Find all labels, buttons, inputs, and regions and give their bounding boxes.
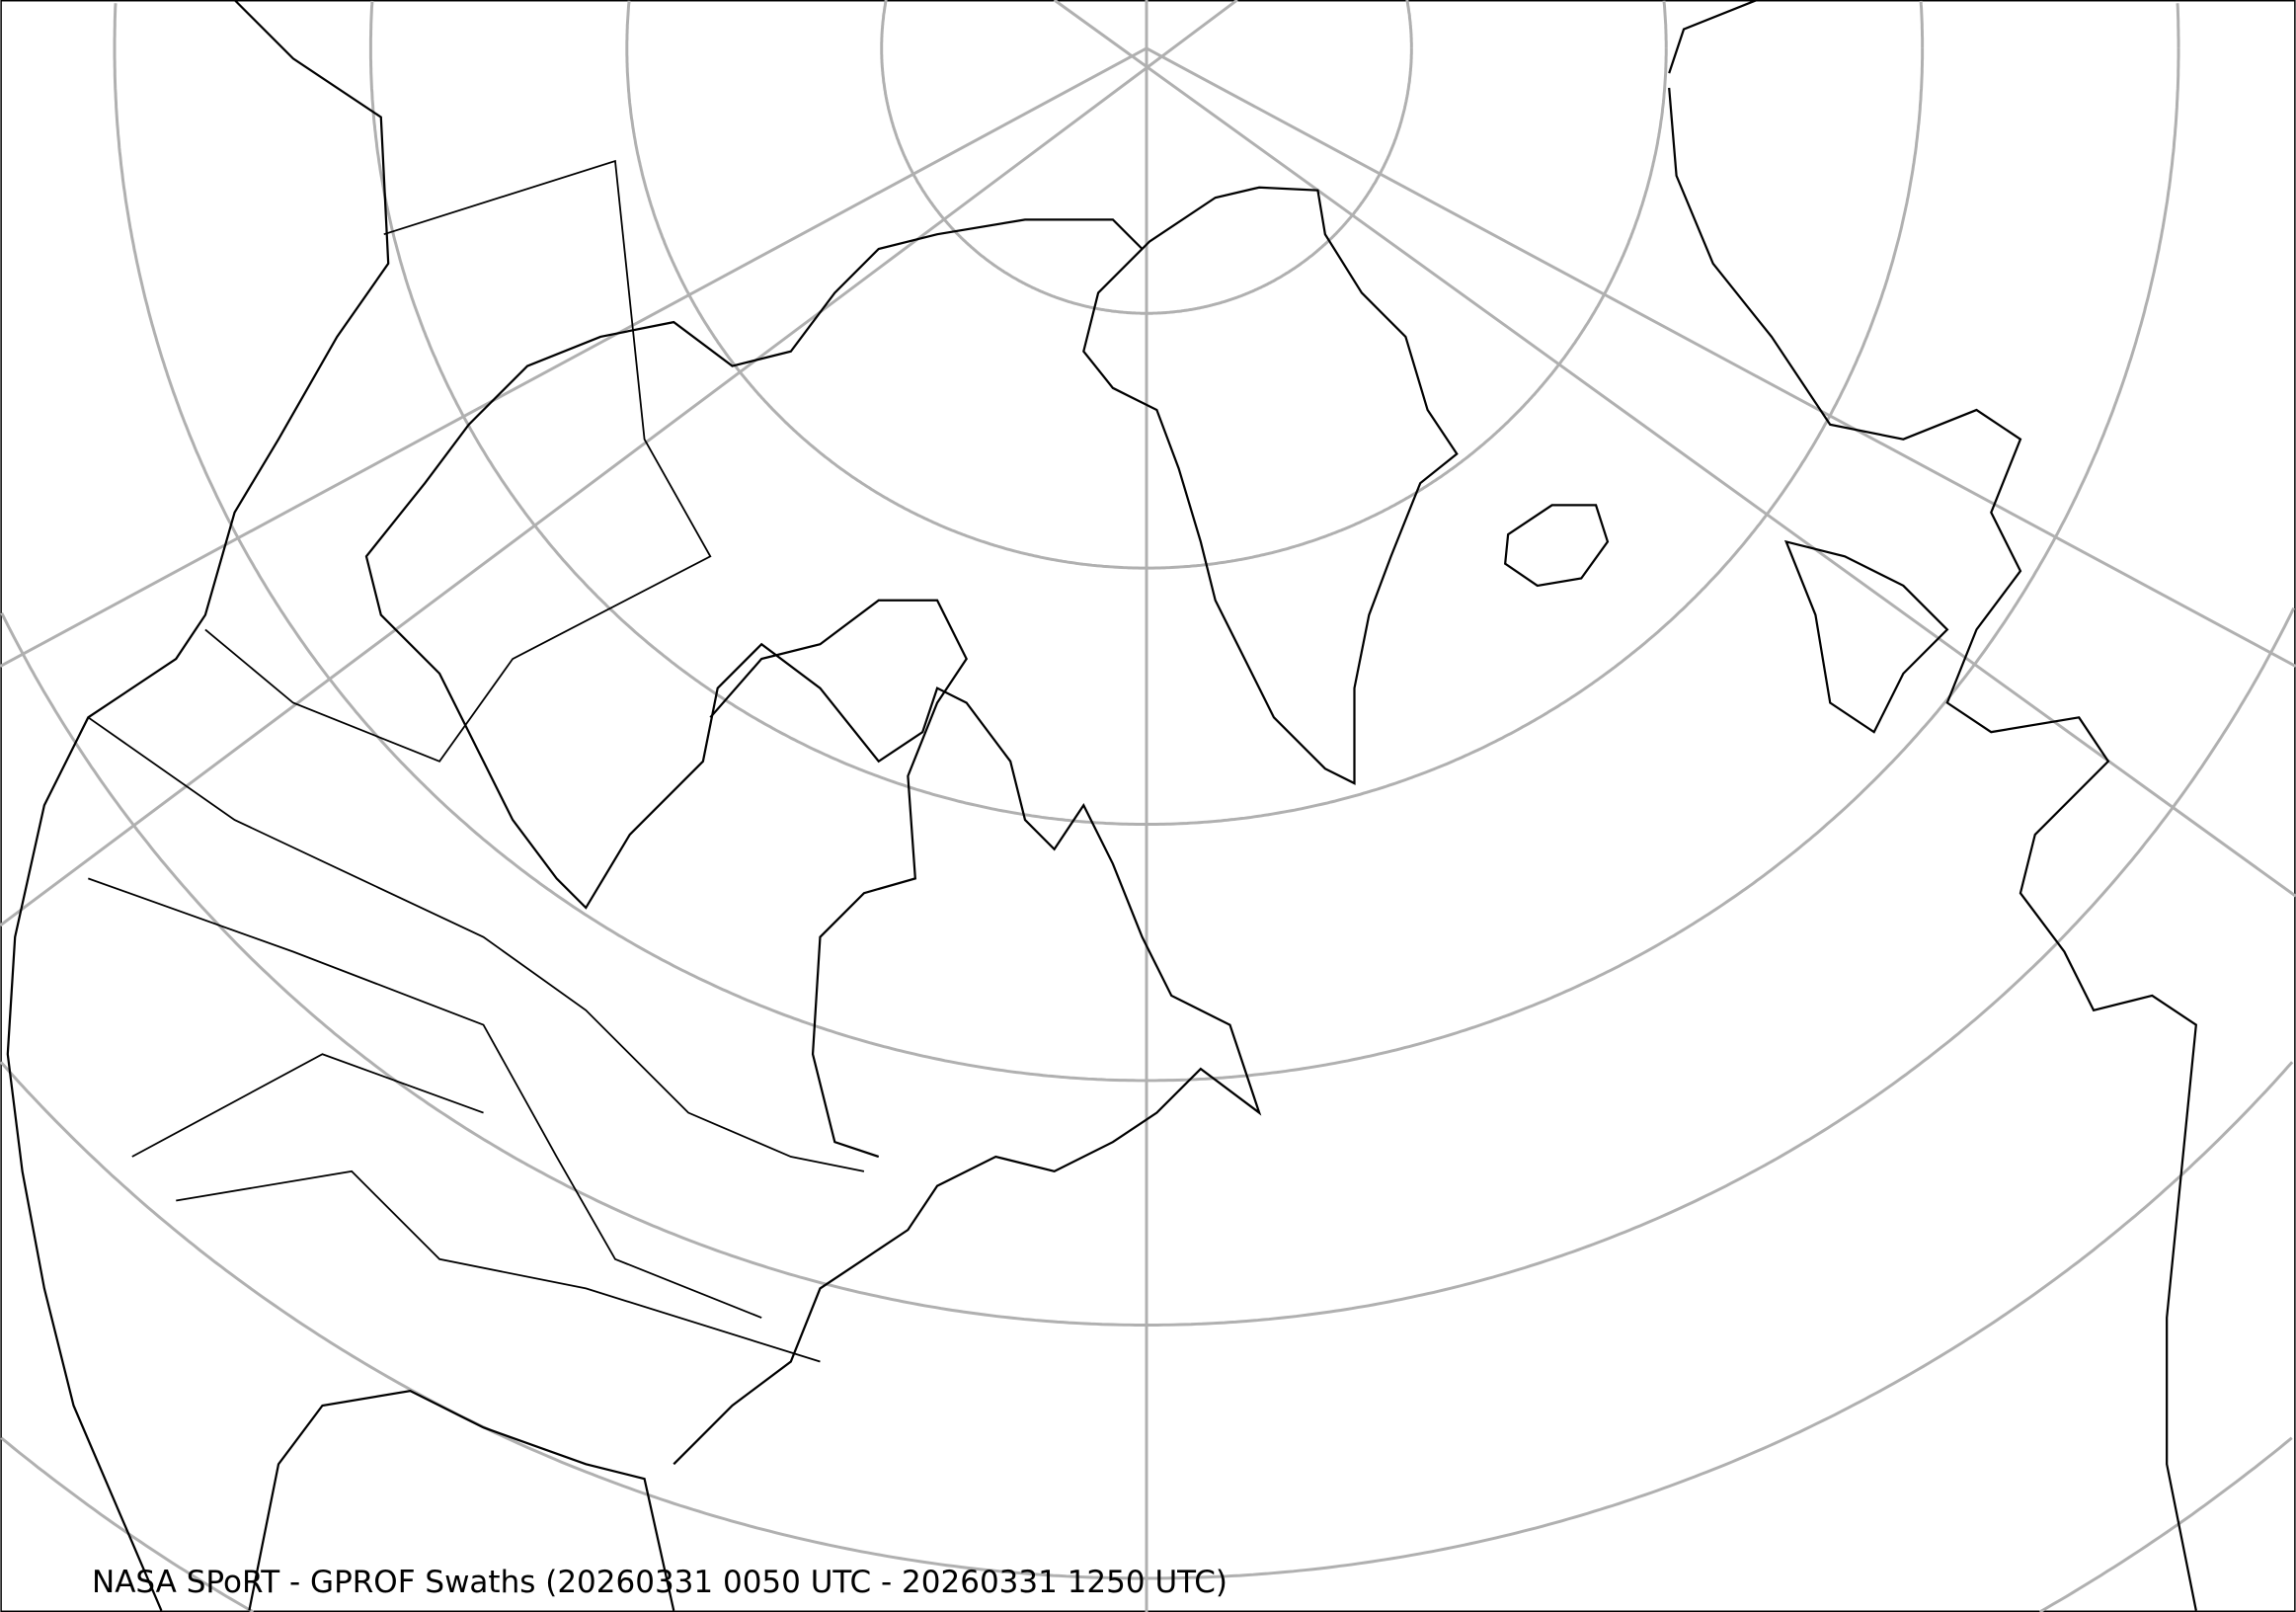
meridian-line bbox=[0, 0, 1238, 927]
north-america-coast bbox=[6, 0, 1262, 1611]
political-borders bbox=[87, 159, 865, 1363]
latitude-circle bbox=[1405, 0, 1413, 48]
meridian-line bbox=[1053, 0, 2296, 898]
latitude-circle bbox=[113, 3, 2180, 1083]
latitude-circle bbox=[1662, 0, 1668, 48]
meridian-line bbox=[0, 46, 1148, 668]
latitude-circle bbox=[2038, 1436, 2293, 1612]
iceland-coast bbox=[1504, 504, 1610, 588]
meridian-line bbox=[1146, 46, 2296, 668]
latitude-circle bbox=[625, 0, 1668, 570]
border-line bbox=[87, 159, 865, 1172]
coastlines bbox=[6, 0, 2197, 1611]
border-line bbox=[88, 877, 821, 1363]
latitude-circle bbox=[368, 0, 1925, 827]
greenland-coast bbox=[1082, 186, 1459, 785]
latitude-circle bbox=[880, 0, 1413, 315]
europe-coast bbox=[1668, 0, 2197, 1611]
latitude-circle bbox=[2176, 3, 2180, 48]
hudson-bay-coast bbox=[709, 599, 968, 1159]
latitude-circle bbox=[0, 1061, 2294, 1580]
latitude-circle bbox=[1919, 0, 1925, 48]
latitude-circle bbox=[0, 1436, 255, 1612]
latitude-circle bbox=[0, 606, 2296, 1327]
map-title: NASA SPoRT - GPROF Swaths (20260331 0050… bbox=[92, 1565, 1227, 1600]
